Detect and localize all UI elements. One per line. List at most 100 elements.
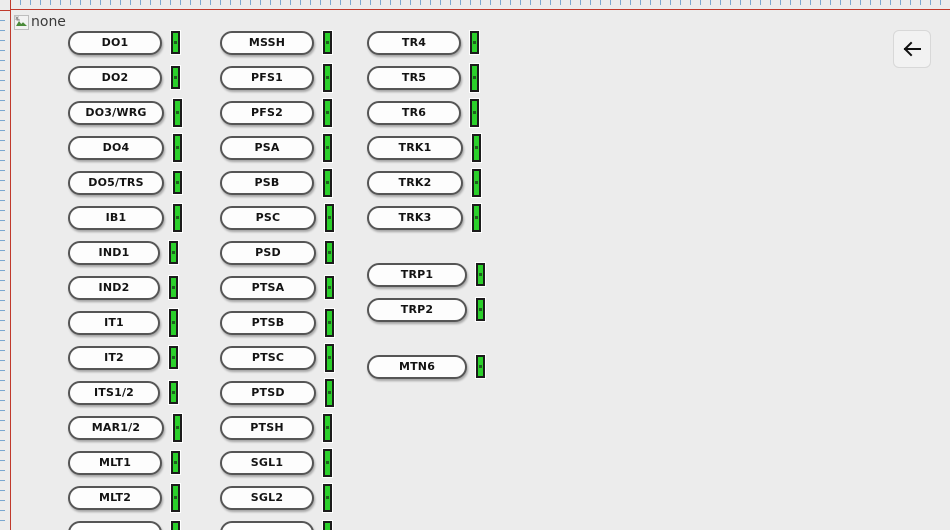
device-button[interactable]: DO4 [68, 135, 164, 160]
status-indicator[interactable] [169, 276, 178, 299]
status-indicator[interactable] [171, 451, 180, 474]
status-indicator[interactable] [323, 483, 332, 512]
status-indicator[interactable] [173, 133, 182, 162]
status-indicator[interactable] [323, 63, 332, 92]
status-indicator[interactable] [169, 241, 178, 264]
button-row: PSD [220, 235, 334, 270]
status-indicator[interactable] [323, 413, 332, 442]
device-button-label: TR6 [401, 106, 427, 119]
button-row: IND2 [68, 270, 182, 305]
status-indicator[interactable] [171, 521, 180, 530]
device-button[interactable]: IND1 [68, 240, 160, 265]
device-button[interactable]: IB1 [68, 205, 164, 230]
status-indicator[interactable] [171, 31, 180, 54]
status-indicator[interactable] [476, 263, 485, 286]
device-button[interactable]: ITS1/2 [68, 380, 160, 405]
status-indicator[interactable] [325, 276, 334, 299]
status-indicator[interactable] [472, 168, 481, 197]
device-button[interactable]: PFS2 [220, 100, 314, 125]
status-indicator[interactable] [323, 168, 332, 197]
device-button[interactable]: TR4 [367, 30, 461, 55]
device-button-label: MLT2 [98, 491, 132, 504]
status-indicator[interactable] [173, 98, 182, 127]
device-button-label: TRP1 [400, 268, 434, 281]
device-button[interactable]: PTSC [220, 345, 316, 370]
status-indicator[interactable] [476, 298, 485, 321]
device-button[interactable]: TRK3 [367, 205, 463, 230]
device-button[interactable] [220, 520, 314, 530]
status-indicator[interactable] [171, 483, 180, 512]
device-button[interactable]: PFS1 [220, 65, 314, 90]
device-button[interactable]: SGL2 [220, 485, 314, 510]
status-indicator[interactable] [476, 355, 485, 378]
device-button[interactable]: MLT2 [68, 485, 162, 510]
status-indicator[interactable] [171, 66, 180, 89]
status-indicator[interactable] [323, 98, 332, 127]
button-row: PTSC [220, 340, 334, 375]
device-button[interactable]: PTSD [220, 380, 316, 405]
device-button-label: MLT1 [98, 456, 132, 469]
device-button[interactable]: MLT1 [68, 450, 162, 475]
device-button[interactable]: DO2 [68, 65, 162, 90]
device-button[interactable]: TR6 [367, 100, 461, 125]
status-indicator[interactable] [323, 133, 332, 162]
button-row: PSC [220, 200, 334, 235]
status-indicator[interactable] [325, 308, 334, 337]
device-button[interactable]: MAR1/2 [68, 415, 164, 440]
status-indicator[interactable] [325, 378, 334, 407]
device-button[interactable] [68, 520, 162, 530]
button-row: TRK2 [367, 165, 485, 200]
status-indicator[interactable] [323, 521, 332, 530]
device-button[interactable]: PSC [220, 205, 316, 230]
button-row: DO3/WRG [68, 95, 182, 130]
device-button[interactable]: DO1 [68, 30, 162, 55]
status-indicator[interactable] [472, 133, 481, 162]
status-indicator[interactable] [325, 241, 334, 264]
device-button[interactable]: PSA [220, 135, 314, 160]
broken-image-alt-text: none [31, 13, 66, 30]
status-indicator[interactable] [470, 63, 479, 92]
device-button[interactable]: TRP2 [367, 297, 467, 322]
device-button[interactable]: MSSH [220, 30, 314, 55]
device-button[interactable]: PTSA [220, 275, 316, 300]
ruler-left [0, 0, 11, 530]
device-button[interactable]: IT1 [68, 310, 160, 335]
status-indicator[interactable] [323, 31, 332, 54]
back-button[interactable] [893, 30, 931, 68]
status-indicator[interactable] [173, 413, 182, 442]
status-indicator[interactable] [173, 171, 182, 194]
device-button-label: PSC [255, 211, 281, 224]
status-indicator[interactable] [472, 203, 481, 232]
status-indicator[interactable] [325, 343, 334, 372]
device-button[interactable]: PSD [220, 240, 316, 265]
device-button[interactable]: PTSB [220, 310, 316, 335]
status-indicator[interactable] [470, 98, 479, 127]
device-button-label: IT1 [104, 316, 124, 329]
device-button-label: PTSD [251, 386, 285, 399]
status-indicator[interactable] [169, 308, 178, 337]
device-button[interactable]: MTN6 [367, 354, 467, 379]
device-button-label: PSA [254, 141, 280, 154]
device-button[interactable]: PTSH [220, 415, 314, 440]
status-indicator[interactable] [169, 346, 178, 369]
device-button[interactable]: IT2 [68, 345, 160, 370]
button-columns: DO1 DO2 DO3/WRG DO4 DO5/TRS IB1 IND1 IND2 IT1 IT2… [12, 25, 532, 530]
device-button[interactable]: TRK2 [367, 170, 463, 195]
device-button[interactable]: TRK1 [367, 135, 463, 160]
button-row: IB1 [68, 200, 182, 235]
status-indicator[interactable] [470, 31, 479, 54]
status-indicator[interactable] [169, 381, 178, 404]
device-button[interactable]: SGL1 [220, 450, 314, 475]
status-indicator[interactable] [173, 203, 182, 232]
device-button[interactable]: TRP1 [367, 262, 467, 287]
device-button[interactable]: DO3/WRG [68, 100, 164, 125]
status-indicator[interactable] [325, 203, 334, 232]
device-button[interactable]: TR5 [367, 65, 461, 90]
device-button[interactable]: IND2 [68, 275, 160, 300]
device-button[interactable]: PSB [220, 170, 314, 195]
button-row: IND1 [68, 235, 182, 270]
device-button-label: DO5/TRS [88, 176, 144, 189]
device-button-label: SGL2 [250, 491, 284, 504]
status-indicator[interactable] [323, 448, 332, 477]
device-button[interactable]: DO5/TRS [68, 170, 164, 195]
